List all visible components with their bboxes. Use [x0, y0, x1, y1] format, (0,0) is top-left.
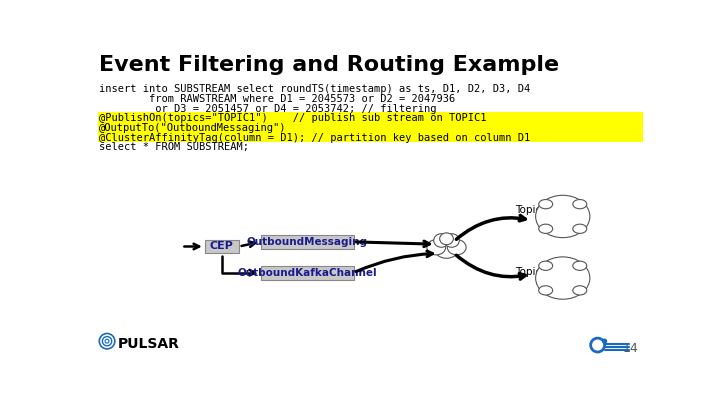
Text: insert into SUBSTREAM select roundTS(timestamp) as ts, D1, D2, D3, D4: insert into SUBSTREAM select roundTS(tim…	[99, 84, 531, 94]
Text: from RAWSTREAM where D1 = 2045573 or D2 = 2047936: from RAWSTREAM where D1 = 2045573 or D2 …	[99, 94, 456, 104]
Text: 14: 14	[623, 342, 639, 355]
Ellipse shape	[444, 234, 459, 247]
Ellipse shape	[539, 224, 553, 233]
Text: @ClusterAffinityTag(column = D1); // partition key based on column D1: @ClusterAffinityTag(column = D1); // par…	[99, 132, 531, 143]
Ellipse shape	[573, 200, 587, 209]
Text: OutboundMessaging: OutboundMessaging	[246, 237, 367, 247]
Circle shape	[603, 339, 606, 343]
Bar	[98, 122, 644, 132]
Ellipse shape	[440, 233, 454, 245]
Text: or D3 = 2051457 or D4 = 2053742; // filtering: or D3 = 2051457 or D4 = 2053742; // filt…	[99, 104, 437, 114]
Text: Event Filtering and Routing Example: Event Filtering and Routing Example	[99, 55, 559, 75]
Ellipse shape	[573, 261, 587, 271]
Text: @PublishOn(topics="TOPIC1")    // publish sub stream on TOPIC1: @PublishOn(topics="TOPIC1") // publish s…	[99, 113, 487, 123]
Text: CEP: CEP	[210, 241, 234, 252]
Ellipse shape	[447, 240, 466, 255]
Bar	[98, 112, 644, 123]
Ellipse shape	[536, 257, 590, 299]
Ellipse shape	[539, 200, 553, 209]
Ellipse shape	[573, 286, 587, 295]
Text: select * FROM SUBSTREAM;: select * FROM SUBSTREAM;	[99, 142, 249, 152]
Ellipse shape	[539, 261, 553, 271]
Ellipse shape	[435, 240, 459, 258]
Text: @OutputTo("OutboundMessaging"): @OutputTo("OutboundMessaging")	[99, 123, 287, 133]
Text: Topic2: Topic2	[515, 267, 548, 277]
FancyBboxPatch shape	[261, 266, 354, 279]
Ellipse shape	[427, 240, 446, 255]
FancyBboxPatch shape	[261, 235, 354, 249]
Bar	[98, 131, 644, 142]
FancyBboxPatch shape	[204, 240, 239, 254]
Ellipse shape	[573, 224, 587, 233]
Text: OutboundKafkaChannel: OutboundKafkaChannel	[237, 268, 377, 278]
Ellipse shape	[539, 286, 553, 295]
Text: Topic1: Topic1	[515, 205, 548, 215]
Text: PULSAR: PULSAR	[118, 337, 180, 350]
Ellipse shape	[433, 234, 449, 247]
Ellipse shape	[536, 195, 590, 238]
